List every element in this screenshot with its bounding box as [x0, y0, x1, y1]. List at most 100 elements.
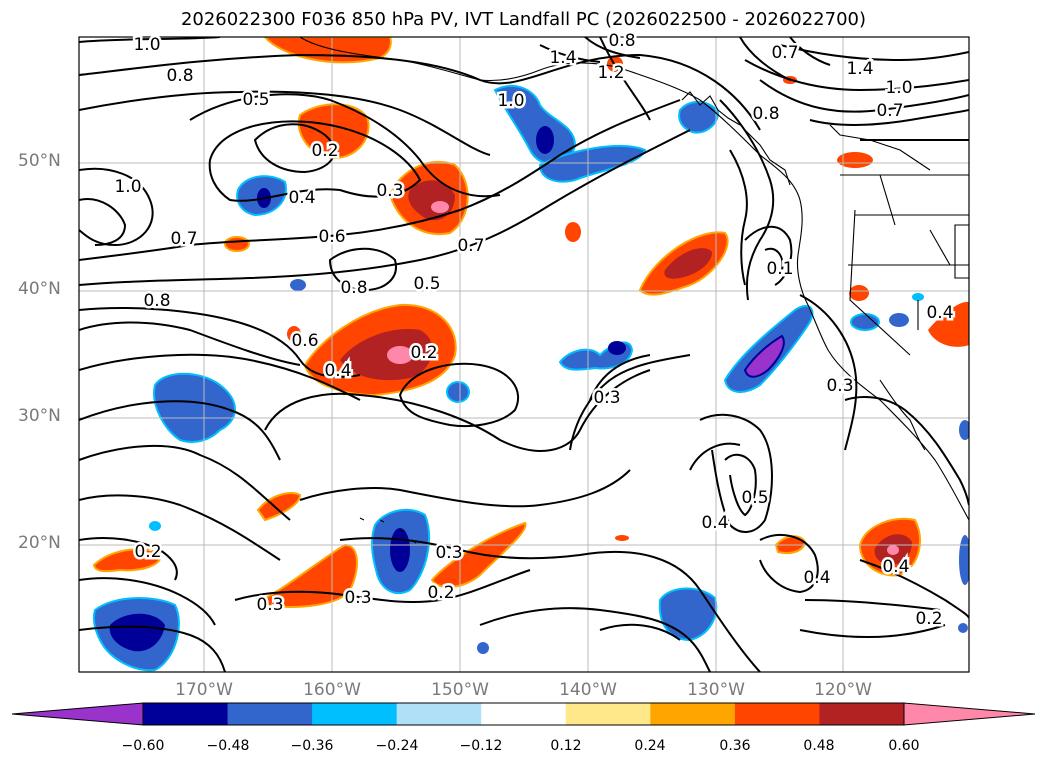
contour-label-halo: 0.2 [311, 141, 338, 161]
contour-label-halo: 0.8 [752, 104, 779, 124]
plot-area [79, 37, 969, 672]
colorbar-segment [650, 703, 736, 725]
contour-label-halo: 0.3 [593, 388, 620, 408]
contour-label: 1.0 [114, 177, 141, 197]
contour-label: 0.4 [288, 188, 315, 208]
contour-label-halo: 0.4 [288, 188, 315, 208]
lon-label-140w: 140°W [559, 680, 617, 700]
colorbar-extend-right [903, 702, 1036, 726]
pv-positive-anomalies [92, 37, 969, 608]
lon-label-150w: 150°W [431, 680, 489, 700]
contour-label: 0.4 [701, 513, 728, 533]
contour-label-halo: 1.0 [133, 35, 160, 55]
contour-label-halo: 0.3 [344, 588, 371, 608]
contour-label: 0.3 [256, 595, 283, 615]
contour-label: 0.3 [593, 388, 620, 408]
contour-label: 0.7 [771, 43, 798, 63]
colorbar-segment [143, 703, 229, 725]
colorbar-tick-label: 0.48 [803, 738, 835, 754]
contour-label: 0.6 [318, 227, 345, 247]
contour-label-halo: 0.4 [803, 568, 830, 588]
contour-label: 0.4 [324, 361, 351, 381]
contour-label: 1.4 [846, 59, 873, 79]
contour-label-halo: 0.6 [291, 331, 318, 351]
contour-label: 0.6 [291, 331, 318, 351]
plot-frame [78, 36, 970, 673]
contour-label-halo: 0.7 [771, 43, 798, 63]
contour-label: 0.2 [410, 343, 437, 363]
contour-label-halo: 0.7 [170, 229, 197, 249]
contour-label-halo: 0.7 [457, 236, 484, 256]
contour-label: 0.2 [311, 141, 338, 161]
colorbar-segment [565, 703, 651, 725]
colorbar-tick-label: 0.24 [634, 738, 666, 754]
lat-label-20n: 20°N [18, 533, 61, 553]
contour-label-halo: 0.4 [882, 557, 909, 577]
contour-label: 0.8 [340, 278, 367, 298]
contour-label: 0.2 [134, 542, 161, 562]
contour-label: 0.5 [741, 488, 768, 508]
contour-label: 1.0 [885, 78, 912, 98]
contour-label-halo: 0.7 [876, 101, 903, 121]
contour-label-halo: 0.5 [413, 274, 440, 294]
colorbar-tick-label: −0.24 [375, 738, 419, 754]
contour-label: 0.4 [803, 568, 830, 588]
colorbar-tick-label: −0.60 [121, 738, 165, 754]
contour-label: 0.3 [826, 376, 853, 396]
contour-label: 0.8 [608, 31, 635, 51]
contour-label-halo: 0.2 [134, 542, 161, 562]
colorbar-tick-label: 0.60 [888, 738, 920, 754]
lon-label-160w: 160°W [303, 680, 361, 700]
contour-label: 0.5 [413, 274, 440, 294]
colorbar-segment [734, 703, 820, 725]
contour-label-halo: 1.2 [597, 63, 624, 83]
contour-label: 0.2 [427, 583, 454, 603]
lat-label-40n: 40°N [18, 279, 61, 299]
colorbar-segment [312, 703, 398, 725]
contour-label-halo: 0.4 [926, 303, 953, 323]
contour-label-halo: 0.3 [826, 376, 853, 396]
lat-label-50n: 50°N [18, 151, 61, 171]
contour-label: 0.8 [166, 66, 193, 86]
contour-label-halo: 1.4 [846, 59, 873, 79]
contour-label: 1.0 [133, 35, 160, 55]
colorbar-tick-label: 0.36 [719, 738, 751, 754]
contour-label: 1.0 [497, 91, 524, 111]
contour-label-halo: 0.4 [701, 513, 728, 533]
contour-label: 0.7 [170, 229, 197, 249]
colorbar-tick-label: −0.48 [206, 738, 250, 754]
contour-label-halo: 1.0 [885, 78, 912, 98]
colorbar-segment [396, 703, 482, 725]
contour-label-halo: 0.3 [376, 181, 403, 201]
contour-label-halo: 0.2 [410, 343, 437, 363]
contour-label-halo: 0.3 [435, 543, 462, 563]
colorbar-segments [143, 703, 905, 725]
contour-label: 0.4 [882, 557, 909, 577]
contour-label: 0.3 [435, 543, 462, 563]
contour-label: 0.7 [876, 101, 903, 121]
contour-label-halo: 1.4 [549, 48, 576, 68]
colorbar-tick-label: 0.12 [550, 738, 582, 754]
pv-contours [79, 37, 969, 672]
contour-label: 0.3 [376, 181, 403, 201]
colorbar-segment [819, 703, 905, 725]
colorbar-segment [227, 703, 313, 725]
contour-label-halo: 0.4 [324, 361, 351, 381]
contour-label-halo: 0.2 [915, 609, 942, 629]
contour-label-halo: 0.5 [741, 488, 768, 508]
lon-label-170w: 170°W [175, 680, 233, 700]
lon-label-120w: 120°W [814, 680, 872, 700]
colorbar-tick-label: −0.12 [459, 738, 503, 754]
contour-label-halo: 0.5 [242, 90, 269, 110]
colorbar [11, 702, 1036, 726]
contour-label: 1.2 [597, 63, 624, 83]
contour-label-halo: 0.6 [318, 227, 345, 247]
lat-label-30n: 30°N [18, 406, 61, 426]
contour-label: 0.8 [752, 104, 779, 124]
pv-negative-anomalies [92, 85, 969, 672]
contour-label: 0.7 [457, 236, 484, 256]
contour-label-halo: 1.0 [497, 91, 524, 111]
contour-label: 1.4 [549, 48, 576, 68]
contour-label: 0.3 [344, 588, 371, 608]
contour-label-halo: 1.0 [114, 177, 141, 197]
